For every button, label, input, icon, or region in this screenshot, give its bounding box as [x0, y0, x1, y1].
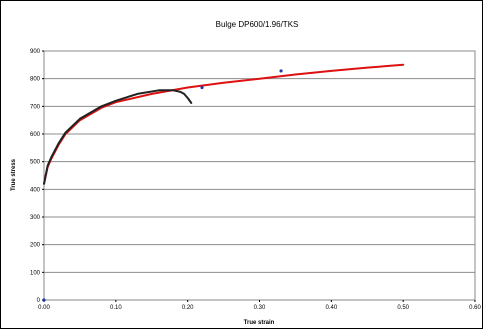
x-axis-label: True strain	[244, 320, 275, 326]
grid-lines	[44, 50, 475, 273]
y-tick-label: 100	[30, 270, 41, 276]
y-tick-label: 800	[30, 77, 41, 83]
x-tick-label: 0.20	[182, 305, 194, 311]
y-axis-label: True stress	[11, 158, 17, 191]
x-tick-labels: 0.00 0.10 0.20 0.30 0.40 0.50 0.60	[38, 300, 481, 311]
y-tick-label: 0	[37, 298, 41, 304]
y-tick-label: 900	[30, 49, 41, 55]
chart-title: Bulge DP600/1.96/TKS	[216, 20, 299, 29]
x-tick-label: 0.60	[469, 305, 481, 311]
x-tick-label: 0.10	[110, 305, 122, 311]
y-tick-label: 700	[30, 104, 41, 110]
y-tick-label: 500	[30, 160, 41, 166]
y-tick-label: 600	[30, 132, 41, 138]
plot-area	[43, 50, 476, 301]
y-tick-label: 200	[30, 243, 41, 249]
data-point	[42, 298, 46, 302]
x-tick-label: 0.40	[325, 305, 337, 311]
y-tick-label: 400	[30, 187, 41, 193]
x-tick-label: 0.50	[397, 305, 409, 311]
series-layer	[42, 63, 405, 302]
data-point	[200, 85, 204, 90]
data-point	[279, 69, 283, 73]
y-tick-labels: 0 100 200 300 400 500 600 700 800 900	[30, 49, 44, 304]
series-line-1	[43, 89, 193, 185]
x-tick-label: 0.00	[38, 305, 50, 311]
y-tick-label: 300	[30, 215, 41, 221]
x-tick-label: 0.30	[254, 305, 266, 311]
